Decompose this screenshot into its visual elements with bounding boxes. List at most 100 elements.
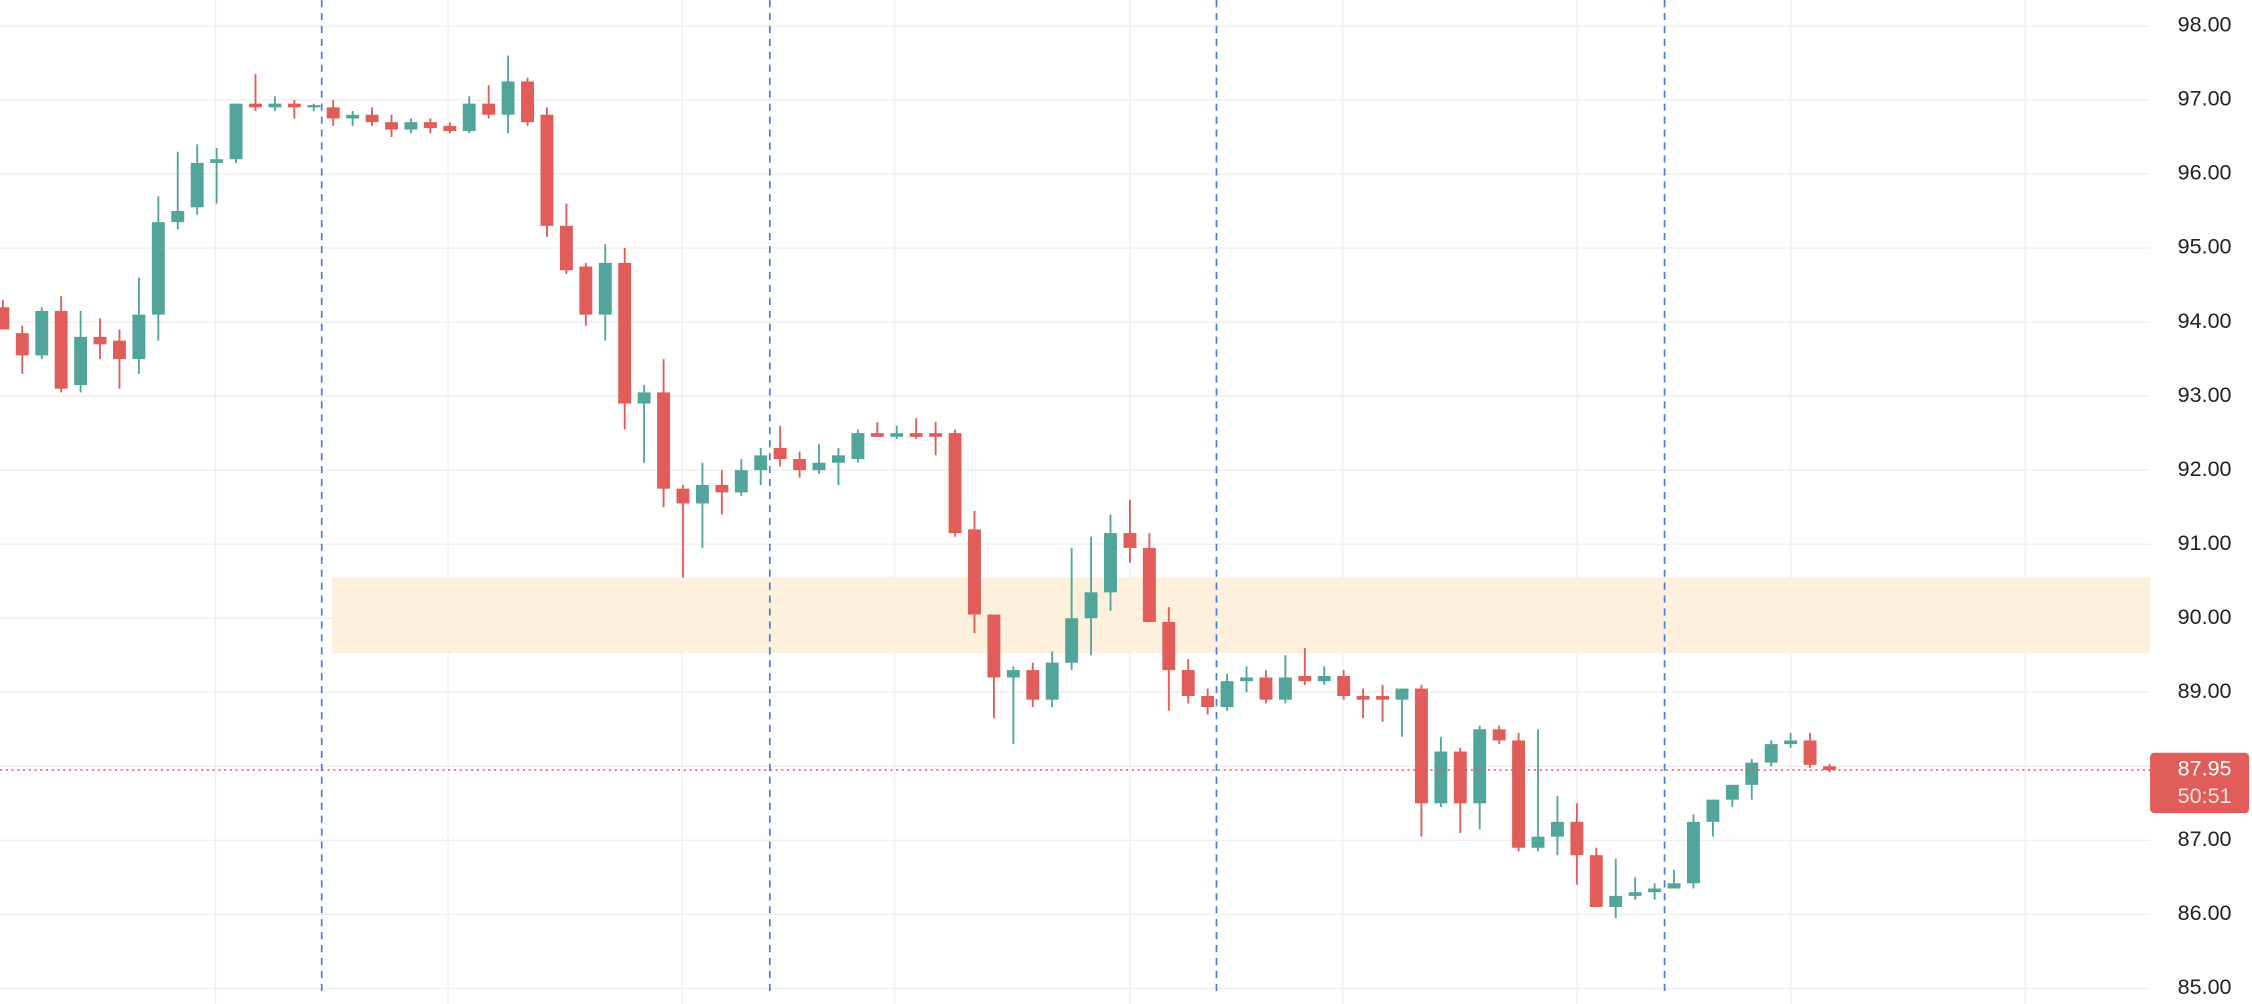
candle-body	[1006, 670, 1020, 678]
candle-body	[307, 105, 321, 108]
candle-body	[1453, 751, 1467, 804]
candle-body	[929, 433, 943, 437]
candle-body	[1045, 662, 1059, 700]
candle-body	[132, 314, 146, 360]
candle-body	[1550, 821, 1564, 837]
candle-body	[851, 433, 865, 460]
candle-body	[657, 392, 671, 489]
candle-body	[326, 107, 340, 119]
candle-body	[1142, 547, 1156, 622]
candle-body	[773, 447, 787, 460]
candle-body	[1298, 675, 1312, 682]
candle-body	[229, 103, 243, 160]
y-tick-label: 86.00	[2178, 900, 2232, 925]
y-tick-label: 85.00	[2178, 974, 2232, 999]
candle-body	[74, 336, 88, 386]
candle-body	[93, 336, 107, 345]
candle-body	[1687, 821, 1700, 884]
candle-body	[695, 484, 709, 504]
candle-body	[909, 433, 923, 437]
candle-body	[1181, 670, 1195, 696]
candle-body	[423, 122, 437, 129]
candle-body	[151, 222, 165, 315]
candle-body	[1337, 675, 1351, 696]
candle-body	[1317, 675, 1331, 682]
candle-body	[462, 103, 476, 132]
candle-body	[404, 122, 418, 130]
candle-body	[1609, 895, 1623, 908]
candle-body	[210, 159, 224, 163]
candle-body	[1803, 740, 1817, 765]
price-zone	[331, 577, 2151, 654]
y-tick-label: 91.00	[2178, 530, 2232, 555]
candle-body	[793, 459, 807, 471]
candle-body	[1123, 533, 1137, 548]
candle-body	[1473, 729, 1487, 804]
candle-body	[1278, 677, 1292, 700]
candle-body	[346, 114, 360, 119]
candle-body	[15, 333, 29, 356]
y-tick-label: 87.00	[2178, 826, 2232, 851]
candle-body	[1706, 799, 1720, 822]
candle-body	[385, 122, 398, 130]
candle-body	[1764, 744, 1778, 763]
candle-body	[1570, 821, 1584, 856]
candle-body	[1104, 533, 1117, 593]
candle-body	[1026, 670, 1040, 700]
candle-body	[1201, 695, 1215, 708]
candle-body	[54, 310, 68, 389]
candle-body	[171, 211, 185, 223]
candle-body	[987, 614, 1001, 678]
candle-body	[559, 225, 573, 271]
candle-body	[1220, 681, 1234, 708]
candle-body	[1084, 592, 1098, 619]
candle-body	[482, 103, 496, 115]
candle-body	[113, 340, 126, 360]
candle-body	[1589, 855, 1603, 908]
candle-body	[365, 114, 379, 123]
candle-body	[1648, 888, 1662, 893]
session-separators	[320, 0, 1666, 993]
last-price-tag	[2150, 752, 2250, 814]
candle-body	[1628, 892, 1642, 896]
candle-body	[870, 433, 884, 437]
candle-body	[812, 462, 826, 471]
candle-body	[287, 103, 301, 108]
y-tick-label: 90.00	[2178, 604, 2232, 629]
candle-body	[1492, 729, 1506, 741]
price-axis: 85.0086.0087.0088.0089.0090.0091.0092.00…	[2150, 12, 2250, 999]
y-tick-label: 98.00	[2178, 12, 2232, 37]
countdown-label: 50:51	[2178, 783, 2232, 808]
candle-body	[637, 392, 651, 404]
candle-body	[268, 103, 282, 108]
candle-body	[1356, 695, 1370, 700]
candle-body	[1823, 766, 1836, 771]
y-tick-label: 95.00	[2178, 234, 2232, 259]
candle-body	[1259, 677, 1273, 700]
candle-body	[1531, 836, 1545, 848]
candle-body	[968, 529, 981, 615]
y-tick-label: 94.00	[2178, 308, 2232, 333]
candle-body	[715, 484, 729, 493]
candle-body	[0, 307, 10, 330]
candle-body	[540, 114, 554, 226]
candle-body	[501, 81, 515, 115]
candle-body	[1240, 677, 1253, 682]
candle-body	[1065, 618, 1079, 663]
candle-body	[35, 310, 49, 356]
time-grid	[214, 0, 2026, 1004]
y-tick-label: 92.00	[2178, 456, 2232, 481]
y-tick-label: 89.00	[2178, 678, 2232, 703]
candle-body	[734, 470, 748, 493]
candle-body	[1434, 751, 1448, 804]
candle-body	[1395, 688, 1409, 700]
candle-body	[1745, 762, 1759, 785]
y-tick-label: 96.00	[2178, 160, 2232, 185]
candle-body	[579, 266, 593, 315]
last-price-label: 87.95	[2178, 756, 2232, 781]
candle-body	[1512, 740, 1526, 848]
candle-body	[1414, 688, 1428, 804]
candle-body	[190, 162, 204, 208]
candle-body	[754, 455, 768, 471]
